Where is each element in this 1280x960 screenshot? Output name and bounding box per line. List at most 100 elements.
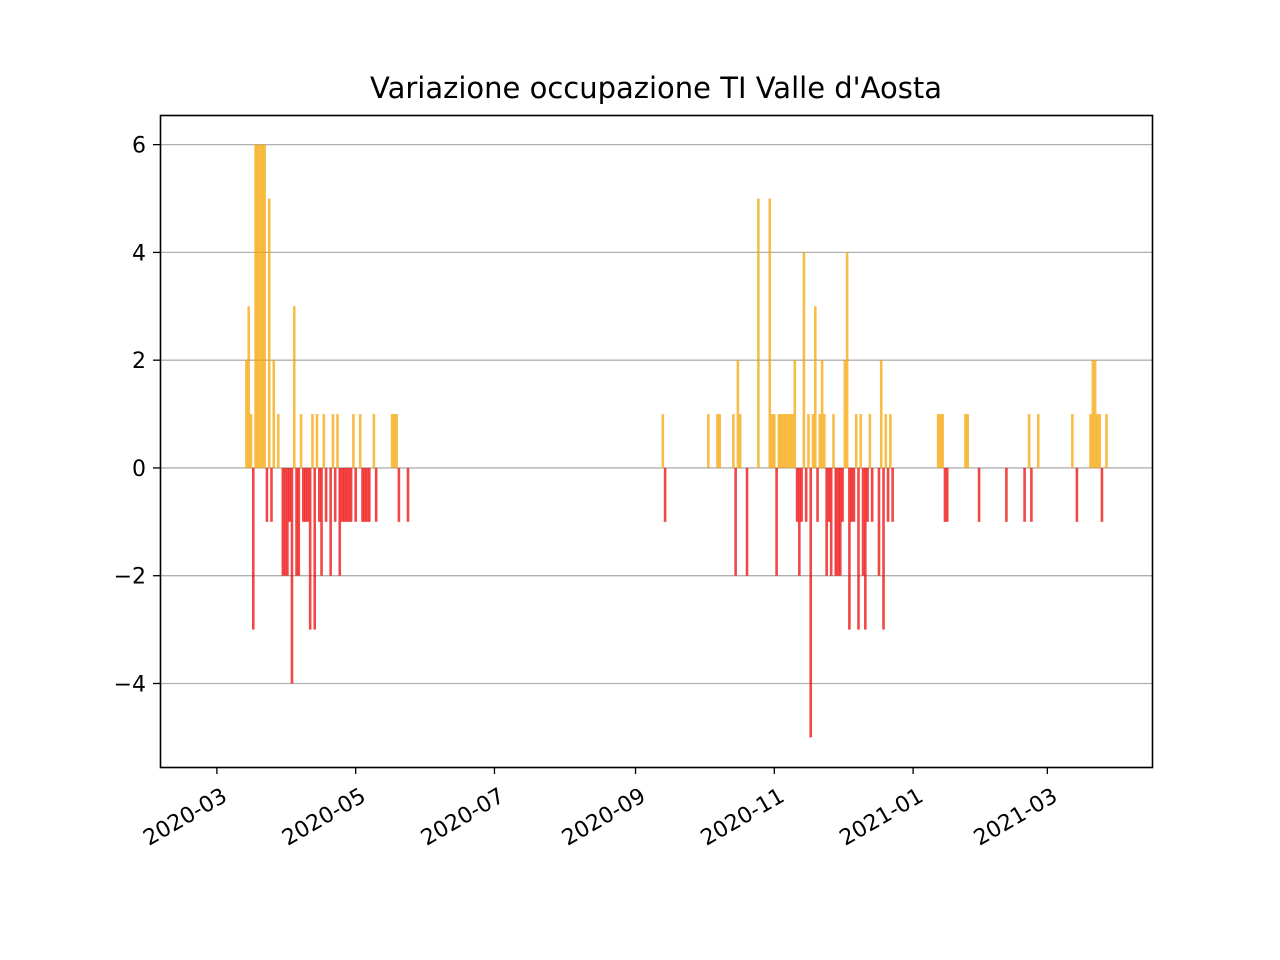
bar-20 (295, 467, 298, 576)
bar-50 (368, 467, 371, 522)
bar-113 (868, 414, 872, 468)
bar-112 (866, 467, 869, 522)
bar-84 (802, 252, 806, 468)
bar-8 (263, 144, 266, 468)
bar-59 (663, 467, 667, 522)
bar-60 (707, 414, 710, 468)
bar-56 (397, 467, 401, 522)
bar-123 (939, 414, 942, 468)
bar-73 (777, 414, 781, 468)
bar-55 (395, 414, 398, 468)
bar-69 (768, 198, 772, 468)
bar-99 (836, 467, 840, 576)
bar-122 (936, 414, 940, 468)
bar-34 (329, 467, 332, 576)
bar-80 (793, 360, 797, 468)
bar-138 (1091, 360, 1095, 468)
bar-2 (249, 414, 253, 468)
bar-75 (782, 414, 785, 468)
bar-63 (732, 414, 735, 468)
bar-44 (352, 414, 355, 468)
bar-68 (757, 198, 760, 468)
bar-95 (827, 467, 831, 522)
bar-23 (302, 467, 305, 522)
bar-125 (943, 467, 947, 522)
bar-82 (798, 467, 801, 576)
bar-47 (361, 467, 364, 522)
bar-126 (945, 467, 949, 522)
bar-53 (390, 414, 394, 468)
bar-120 (889, 414, 892, 468)
y-axis: 6 4 2 0 −2 −4 (114, 134, 160, 697)
bar-19 (292, 306, 296, 468)
bar-33 (324, 467, 328, 522)
bar-58 (661, 414, 665, 468)
bar-11 (270, 467, 273, 522)
bar-35 (331, 414, 335, 468)
bar-65 (736, 360, 740, 468)
bar-25 (306, 467, 310, 522)
bar-92 (820, 360, 824, 468)
bar-61 (716, 414, 719, 468)
bar-66 (738, 414, 742, 468)
bar-134 (1036, 414, 1040, 468)
bar-131 (1023, 467, 1026, 522)
bar-7 (261, 144, 264, 468)
bar-9 (265, 467, 269, 522)
bar-51 (372, 414, 376, 468)
bar-110 (861, 467, 865, 576)
bar-6 (258, 144, 262, 468)
bar-143 (1105, 414, 1108, 468)
bar-101 (841, 467, 844, 522)
bar-96 (829, 467, 833, 576)
bar-78 (788, 414, 792, 468)
bar-102 (843, 360, 847, 468)
bar-36 (333, 467, 337, 522)
bar-29 (315, 414, 319, 468)
bar-94 (825, 467, 828, 576)
bar-121 (891, 467, 894, 522)
bar-27 (311, 414, 314, 468)
bar-89 (813, 306, 817, 468)
bar-62 (718, 414, 722, 468)
bar-86 (807, 414, 810, 468)
bar-142 (1100, 467, 1104, 522)
bar-139 (1093, 360, 1097, 468)
bar-30 (317, 467, 321, 522)
bar-24 (304, 467, 307, 522)
bar-115 (877, 467, 881, 576)
bar-132 (1027, 414, 1031, 468)
bar-137 (1089, 414, 1092, 468)
bar-54 (393, 414, 396, 468)
bar-4 (254, 144, 257, 468)
bar-130 (1005, 467, 1008, 522)
bar-91 (818, 414, 822, 468)
bar-106 (852, 467, 856, 522)
bar-41 (345, 467, 348, 522)
bar-107 (854, 414, 858, 468)
bar-57 (406, 467, 410, 522)
bar-72 (775, 467, 778, 576)
bar-93 (823, 414, 826, 468)
bar-16 (286, 467, 289, 576)
bar-128 (966, 414, 970, 468)
bar-103 (845, 252, 849, 468)
bar-117 (882, 467, 885, 630)
y-tick-label-0: 6 (132, 134, 146, 159)
bar-76 (784, 414, 787, 468)
bar-129 (977, 467, 981, 522)
bar-22 (299, 414, 303, 468)
bar-67 (745, 467, 749, 576)
bar-135 (1071, 414, 1074, 468)
bar-15 (283, 467, 287, 576)
bar-111 (864, 467, 867, 630)
bar-48 (363, 467, 367, 522)
bar-90 (816, 467, 819, 522)
plot-frame (159, 114, 1154, 769)
bar-40 (342, 467, 346, 522)
bar-64 (734, 467, 737, 576)
bar-45 (354, 467, 357, 522)
bars (245, 144, 1108, 738)
bar-109 (859, 414, 863, 468)
bar-12 (272, 360, 276, 468)
